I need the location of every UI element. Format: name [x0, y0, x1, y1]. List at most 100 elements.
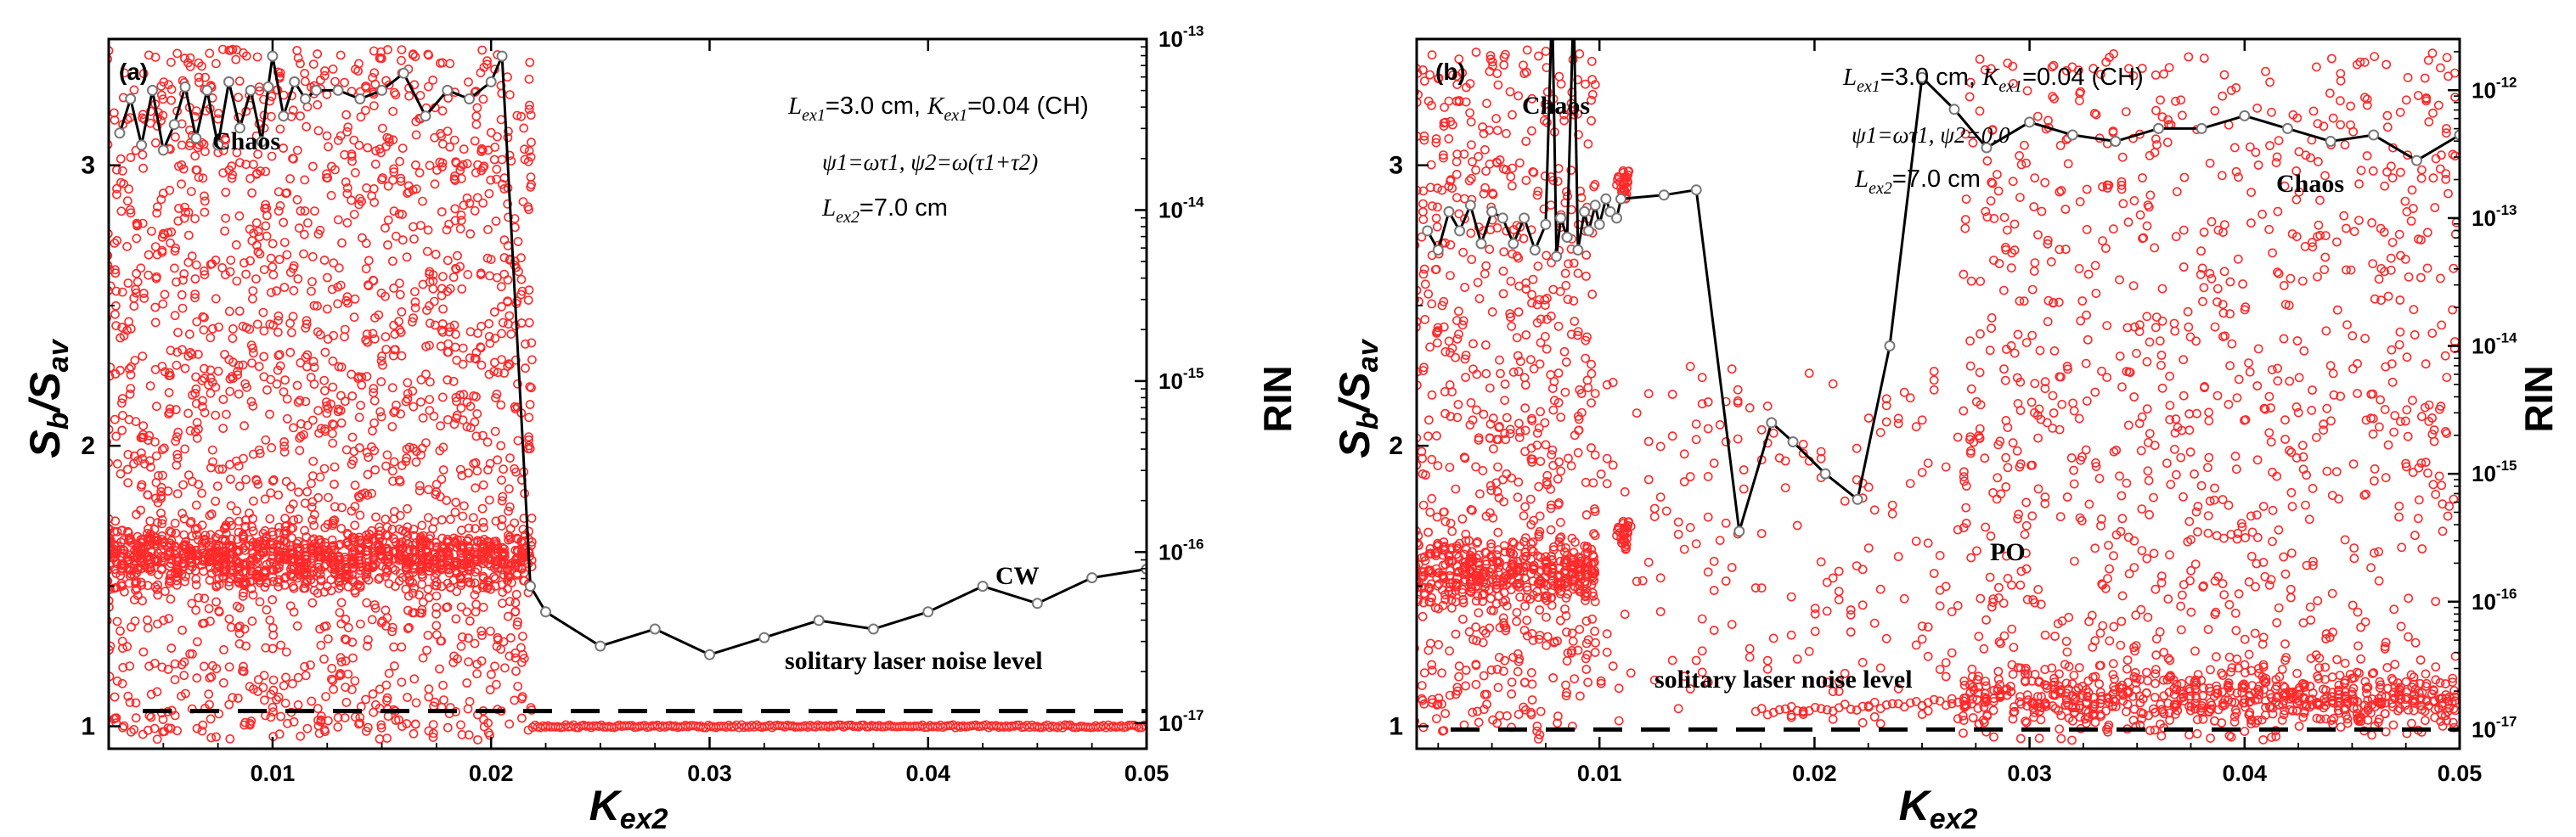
scatter-point [166, 238, 175, 248]
scatter-point [1810, 609, 1820, 619]
scatter-point [1554, 457, 1564, 467]
scatter-point [388, 175, 397, 185]
scatter-point [171, 405, 181, 414]
scatter-point [330, 480, 339, 489]
scatter-point [1691, 435, 1701, 445]
scatter-point [281, 476, 291, 486]
scatter-point [442, 496, 452, 505]
scatter-point [355, 718, 365, 728]
scatter-point [1555, 533, 1564, 543]
scatter-point [2000, 375, 2010, 385]
scatter-point [1590, 531, 1600, 541]
scatter-point [401, 526, 410, 536]
scatter-point [1417, 716, 1420, 726]
scatter-point [1439, 537, 1449, 547]
scatter-point [1438, 726, 1447, 736]
scatter-point [525, 382, 535, 391]
scatter-point [1581, 665, 1592, 674]
scatter-point [437, 636, 447, 646]
scatter-point [1953, 601, 1963, 610]
scatter-point [234, 461, 244, 471]
scatter-point [1566, 166, 1576, 175]
scatter-point [1881, 417, 1891, 427]
scatter-point [1985, 345, 1995, 356]
scatter-point [1432, 327, 1442, 337]
scatter-point [368, 73, 377, 82]
scatter-point [1575, 565, 1585, 575]
scatter-point [1535, 526, 1545, 536]
scatter-point [1548, 673, 1559, 683]
scatter-point [1846, 705, 1856, 714]
scatter-point [246, 716, 256, 726]
scatter-point [187, 251, 197, 261]
scatter-point [296, 418, 306, 429]
param-a-l1-sub: ex1 [802, 106, 826, 125]
scatter-point [1905, 393, 1915, 403]
scatter-point [322, 89, 332, 99]
rin-point [168, 119, 180, 131]
scatter-point [1570, 317, 1580, 326]
scatter-point [458, 415, 468, 425]
scatter-point [294, 223, 304, 233]
scatter-point [2036, 599, 2046, 609]
scatter-point [396, 409, 406, 418]
scatter-point [279, 447, 290, 457]
scatter-point [1498, 266, 1508, 276]
scatter-point [265, 409, 274, 419]
scatter-point [330, 502, 340, 512]
scatter-point [524, 285, 534, 295]
scatter-point [139, 293, 149, 303]
scatter-point [1768, 428, 1778, 438]
y-tick-label: 3 [81, 152, 95, 180]
scatter-point [199, 139, 209, 149]
scatter-point [199, 325, 209, 334]
scatter-point [1996, 489, 2006, 499]
scatter-point [421, 548, 431, 558]
scatter-point [1575, 625, 1585, 634]
scatter-point [430, 697, 440, 707]
scatter-point [1608, 378, 1618, 387]
scatter-point [211, 664, 222, 674]
scatter-point [274, 255, 285, 265]
scatter-point [1542, 632, 1553, 642]
scatter-point [364, 575, 374, 585]
rin-point [267, 50, 279, 62]
scatter-point [513, 379, 522, 389]
scatter-point [1535, 511, 1545, 521]
scatter-point [1534, 634, 1544, 644]
scatter-point [369, 555, 379, 565]
scatter-point [1521, 137, 1531, 146]
scatter-point [476, 68, 486, 78]
scatter-point [1816, 704, 1826, 714]
scatter-point [431, 603, 442, 612]
scatter-point [450, 176, 460, 185]
scatter-point [1661, 506, 1671, 516]
scatter-point [204, 689, 214, 699]
scatter-point [1540, 418, 1550, 428]
scatter-point [503, 296, 512, 306]
scatter-point [1419, 76, 1429, 86]
scatter-point [1581, 250, 1592, 260]
scatter-point [1528, 274, 1538, 284]
scatter-point [376, 53, 386, 64]
scatter-point [328, 356, 338, 366]
scatter-point [363, 143, 373, 153]
scatter-point [1542, 562, 1552, 572]
scatter-point [1721, 576, 1731, 586]
scatter-point [1981, 615, 1991, 625]
scatter-point [190, 388, 200, 398]
scatter-point [1679, 671, 1689, 682]
scatter-point [1959, 472, 1969, 482]
scatter-point [2047, 663, 2057, 673]
scatter-point [442, 603, 451, 613]
scatter-point [1444, 96, 1454, 106]
panel-a-chaos-label: Chaos [212, 127, 280, 155]
scatter-point [1465, 108, 1474, 118]
scatter-point [1447, 343, 1457, 353]
scatter-point [2021, 158, 2031, 168]
scatter-point [464, 77, 473, 87]
scatter-point [126, 727, 136, 737]
scatter-point [1559, 110, 1569, 120]
scatter-point [349, 537, 359, 548]
scatter-point [1980, 65, 1990, 75]
